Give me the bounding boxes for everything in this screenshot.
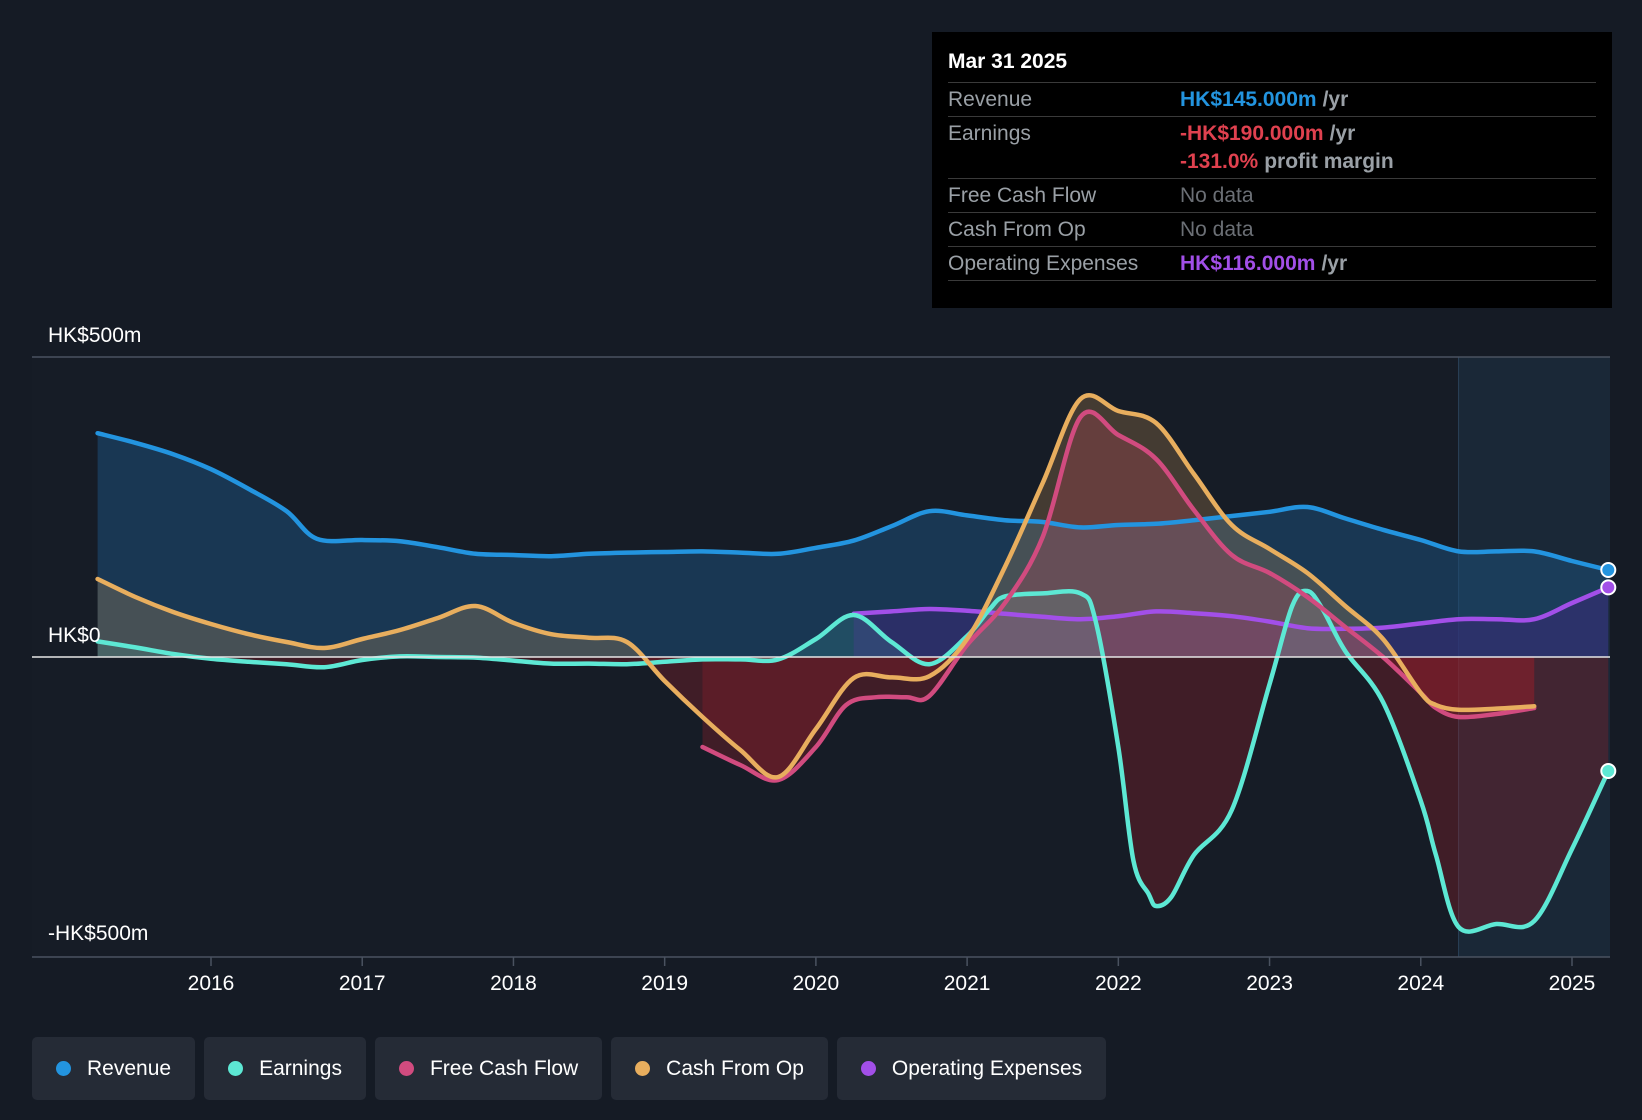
legend-dot-icon	[398, 1061, 414, 1076]
x-tick-label: 2018	[490, 972, 537, 995]
x-tick-label: 2020	[793, 972, 840, 995]
tooltip-row-earnings: Earnings -HK$190.000m /yr	[948, 116, 1596, 150]
tooltip-row-fcf: Free Cash Flow No data	[948, 178, 1596, 212]
x-tick-label: 2021	[944, 972, 991, 995]
legend: Revenue Earnings Free Cash Flow Cash Fro…	[32, 1037, 1107, 1100]
legend-dot-icon	[228, 1061, 244, 1076]
opex-line	[851, 585, 1611, 632]
legend-item-operating-expenses[interactable]: Operating Expenses	[836, 1037, 1107, 1100]
tooltip-label: Operating Expenses	[948, 252, 1139, 275]
y-axis-label: HK$0	[48, 624, 101, 647]
tooltip-margin-text: profit margin	[1264, 150, 1394, 173]
legend-label: Earnings	[259, 1056, 342, 1080]
x-tick-label: 2019	[641, 972, 688, 995]
y-axis-label: -HK$500m	[48, 922, 148, 945]
tooltip-value: HK$116.000m	[1180, 252, 1316, 275]
legend-dot-icon	[56, 1061, 71, 1076]
x-tick-label: 2025	[1549, 972, 1596, 995]
legend-item-earnings[interactable]: Earnings	[204, 1037, 366, 1100]
legend-item-cash-from-op[interactable]: Cash From Op	[611, 1037, 828, 1100]
x-tick-label: 2023	[1246, 972, 1293, 995]
x-tick-label: 2016	[188, 972, 235, 995]
tooltip-row-cfo: Cash From Op No data	[948, 212, 1596, 246]
legend-item-revenue[interactable]: Revenue	[32, 1037, 196, 1100]
tooltip-value: -HK$190.000m	[1180, 122, 1324, 145]
tooltip-label: Earnings	[948, 122, 1031, 145]
tooltip-row-margin: -131.0% profit margin	[948, 150, 1596, 178]
tooltip-row-revenue: Revenue HK$145.000m /yr	[948, 82, 1596, 116]
cfo-line	[95, 393, 1537, 780]
tooltip-label: Free Cash Flow	[948, 184, 1097, 207]
legend-dot-icon	[635, 1061, 651, 1076]
legend-dot-icon	[860, 1061, 876, 1076]
fcf-area-positive	[702, 411, 1535, 657]
tooltip-label: Cash From Op	[948, 218, 1086, 241]
x-tick-label: 2017	[339, 972, 386, 995]
y-axis-label: HK$500m	[48, 324, 141, 347]
legend-item-free-cash-flow[interactable]: Free Cash Flow	[374, 1037, 603, 1100]
tooltip-value: HK$145.000m	[1180, 88, 1317, 111]
revenue-area-positive	[97, 433, 1609, 657]
tooltip-unit: /yr	[1322, 88, 1349, 111]
cfo-area-negative	[97, 657, 1535, 778]
tooltip-row-opex: Operating Expenses HK$116.000m /yr	[948, 246, 1596, 281]
revenue-line	[95, 430, 1611, 573]
fcf-area-negative	[702, 657, 1535, 781]
cfo-area-positive	[97, 395, 1535, 657]
legend-label: Cash From Op	[666, 1056, 804, 1080]
opex-area-positive	[853, 587, 1609, 657]
tooltip-value: No data	[1180, 184, 1254, 207]
data-tooltip: Mar 31 2025 Revenue HK$145.000m /yr Earn…	[932, 32, 1612, 308]
tooltip-value: No data	[1180, 218, 1254, 241]
tooltip-unit: /yr	[1321, 252, 1348, 275]
earnings-area-negative	[97, 657, 1609, 932]
legend-label: Operating Expenses	[891, 1056, 1083, 1080]
legend-label: Revenue	[87, 1056, 172, 1080]
earnings-end-point	[1600, 763, 1617, 779]
tooltip-unit: /yr	[1329, 122, 1356, 145]
x-tick-label: 2024	[1397, 972, 1444, 995]
legend-label: Free Cash Flow	[429, 1056, 579, 1080]
tooltip-date: Mar 31 2025	[948, 50, 1068, 73]
earnings-area-positive	[97, 590, 1609, 657]
revenue-end-point	[1600, 562, 1617, 578]
tooltip-label: Revenue	[948, 88, 1033, 111]
opex-end-point	[1600, 579, 1617, 596]
tooltip-margin-value: -131.0%	[1180, 150, 1259, 173]
x-tick-label: 2022	[1095, 972, 1142, 995]
